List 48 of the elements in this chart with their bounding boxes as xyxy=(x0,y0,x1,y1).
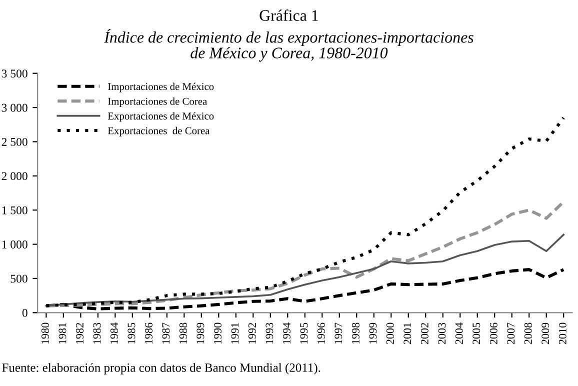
x-tick-label: 2001 xyxy=(404,323,412,344)
y-tick-label: 0 xyxy=(22,308,28,317)
x-tick-label: 1987 xyxy=(162,322,170,344)
y-tick-label: 500 xyxy=(10,274,28,283)
x-tick-label: 1993 xyxy=(266,322,274,344)
x-tick-label: 1990 xyxy=(214,322,222,344)
legend-label: Exportaciones de México xyxy=(108,112,214,122)
y-tick-label: 2 000 xyxy=(2,172,28,180)
source-note: Fuente: elaboración propia con datos de Banco Mundial (2011). xyxy=(2,363,320,374)
y-tick-label: 1 500 xyxy=(2,206,28,214)
y-tick-label: 3 500 xyxy=(2,70,28,78)
x-tick-label: 1983 xyxy=(93,322,101,344)
x-tick-label: 2005 xyxy=(472,322,480,344)
legend-label: Importaciones de México xyxy=(108,82,214,92)
y-tick-label: 3 000 xyxy=(2,104,28,112)
x-tick-label: 2006 xyxy=(490,322,498,344)
x-tick-label: 1989 xyxy=(196,322,204,344)
x-tick-label: 1986 xyxy=(144,322,152,344)
chart-title: Gráfica 1 xyxy=(260,9,318,21)
x-tick-label: 1996 xyxy=(317,322,325,344)
legend-label: Exportaciones de Corea xyxy=(108,126,210,136)
x-tick-label: 1985 xyxy=(128,322,136,344)
x-tick-label: 1980 xyxy=(41,322,49,344)
y-tick-label: 2 500 xyxy=(2,138,28,146)
x-tick-label: 1995 xyxy=(300,322,308,344)
x-tick-label: 2003 xyxy=(438,322,446,344)
line-series xyxy=(45,234,564,307)
x-tick-label: 1998 xyxy=(352,322,360,344)
x-tick-label: 2010 xyxy=(558,322,566,344)
y-tick-label: 1 000 xyxy=(2,240,28,248)
x-tick-label: 2007 xyxy=(507,322,515,344)
x-tick-label: 1991 xyxy=(231,323,239,344)
legend-label: Importaciones de Corea xyxy=(108,97,207,107)
x-tick-label: 2008 xyxy=(524,322,532,344)
x-tick-label: 1992 xyxy=(248,322,256,344)
x-tick-label: 1988 xyxy=(179,322,187,344)
x-tick-label: 2009 xyxy=(542,322,550,344)
x-tick-label: 1999 xyxy=(369,322,377,344)
x-tick-label: 2004 xyxy=(455,322,463,344)
x-tick-label: 2000 xyxy=(386,322,394,344)
x-tick-label: 1997 xyxy=(334,322,342,344)
x-tick-label: 1994 xyxy=(282,322,290,344)
x-tick-label: 1984 xyxy=(110,322,118,344)
line-series xyxy=(44,200,566,308)
x-tick-label: 1982 xyxy=(76,322,84,344)
x-tick-label: 2002 xyxy=(420,322,428,344)
chart-subtitle: Índice de crecimiento de las exportaciones-importaciones de México y Corea, 1980-2010 xyxy=(104,28,474,62)
x-tick-label: 1981 xyxy=(58,323,66,344)
